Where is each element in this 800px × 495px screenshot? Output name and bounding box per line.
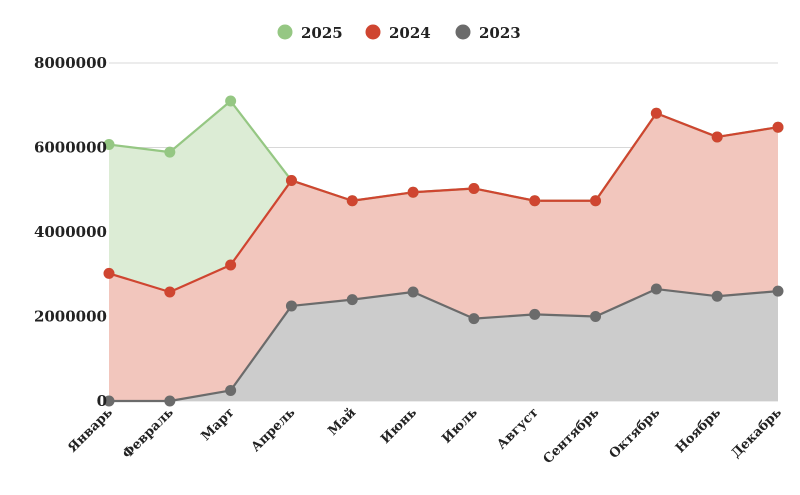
x-tick-label: Апрель [248,405,298,455]
point-2024-Март [225,259,237,271]
x-tick-label: Декабрь [729,405,785,461]
point-2024-Июнь [407,186,419,198]
point-2023-Июнь [407,286,419,298]
legend-marker-2023 [455,24,471,40]
point-2024-Август [529,195,541,207]
legend-marker-2025 [277,24,293,40]
y-tick-label: 4000000 [34,223,107,241]
area-2023 [109,289,778,401]
point-2025-Январь [103,139,115,151]
x-tick-label: Январь [65,405,116,456]
x-tick-label: Июль [439,405,481,447]
point-2023-Август [529,308,541,320]
point-2024-Апрель [285,174,297,186]
series-areas [109,101,778,401]
legend: 2025 2024 2023 [277,24,521,42]
legend-label-2023: 2023 [479,24,521,42]
point-2023-Март [225,384,237,396]
point-2024-Январь [103,267,115,279]
point-2024-Декабрь [772,121,784,133]
x-axis: Январь Февраль Март Апрель Май Июнь Июль Август… [65,405,785,467]
point-2023-Февраль [164,395,176,407]
point-2023-Январь [103,395,115,407]
point-2023-Июль [468,313,480,325]
series-points [103,95,784,407]
point-2024-Июль [468,182,480,194]
legend-label-2025: 2025 [301,24,343,42]
series-lines [108,99,779,403]
y-axis: 0 2000000 4000000 6000000 8000000 [34,54,107,410]
point-2024-Февраль [164,286,176,298]
x-tick-label: Март [199,405,238,444]
y-tick-label: 6000000 [34,139,107,157]
point-2024-Сентябрь [590,195,602,207]
x-tick-label: Май [326,405,360,439]
area-2024 [109,113,778,401]
point-2024-Май [346,195,358,207]
point-2024-Октябрь [650,107,662,119]
y-tick-label: 2000000 [34,308,107,326]
legend-label-2024: 2024 [389,24,431,42]
x-tick-label: Сентябрь [541,405,603,467]
area-2025 [109,101,778,292]
x-tick-label: Август [494,405,541,452]
point-2023-Декабрь [772,285,784,297]
point-2023-Сентябрь [590,311,602,322]
x-tick-label: Ноябрь [673,405,724,456]
point-2025-Март [225,95,237,107]
point-2023-Май [346,294,358,306]
x-tick-label: Февраль [120,405,177,462]
point-2023-Октябрь [650,283,662,295]
point-2024-Ноябрь [711,131,723,143]
line-2023 [109,287,779,403]
line-2024 [108,112,779,294]
x-tick-label: Июнь [378,405,420,447]
point-2025-Февраль [164,146,176,158]
x-tick-label: Октябрь [607,405,664,462]
y-tick-label: 8000000 [34,54,107,72]
point-2023-Апрель [285,300,297,312]
legend-marker-2024 [365,24,381,40]
y-tick-label: 0 [97,392,107,410]
point-2023-Ноябрь [711,290,723,302]
